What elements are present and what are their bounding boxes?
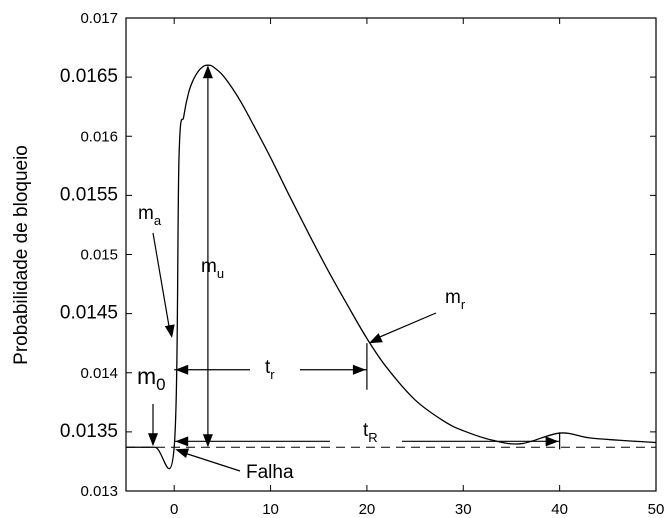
- m-0-arrowhead: [148, 433, 158, 447]
- m-r-arrow-line: [376, 312, 437, 339]
- y-tick-label: 0.0135: [60, 421, 118, 442]
- annotation-t-R: tR: [363, 420, 378, 445]
- tR-arrowhead-right: [545, 436, 559, 447]
- series-line: [125, 64, 657, 470]
- x-tick-label: 30: [455, 501, 472, 518]
- m-a-arrowhead: [164, 324, 175, 338]
- annotation-m-a: ma: [138, 203, 162, 228]
- annotation-falha: Falha: [246, 462, 294, 483]
- falha-arrowhead: [175, 448, 190, 459]
- y-axis-label: Probabilidade de bloqueio: [11, 145, 32, 365]
- y-tick-label: 0.016: [80, 128, 118, 145]
- annotation-m-u: mu: [201, 256, 224, 281]
- m-u-arrowhead-top: [202, 65, 213, 79]
- y-tick-label: 0.0145: [60, 303, 118, 324]
- tR-arrowhead-left: [175, 436, 189, 447]
- tr-arrowhead-left: [175, 364, 189, 375]
- y-tick-label: 0.0155: [60, 184, 118, 205]
- x-tick-label: 10: [262, 501, 279, 518]
- y-tick-label: 0.0165: [60, 66, 118, 87]
- m-a-arrow-line: [152, 232, 171, 333]
- y-tick-label: 0.015: [80, 247, 118, 264]
- y-tick-label: 0.013: [80, 483, 118, 500]
- falha-arrow-line: [181, 451, 241, 472]
- x-tick-label: 50: [648, 501, 665, 518]
- annotation-m-r: mr: [445, 287, 466, 312]
- y-tick-label: 0.017: [80, 10, 118, 27]
- m-r-arrowhead: [368, 333, 383, 344]
- x-tick-label: 40: [551, 501, 568, 518]
- axes-frame: [125, 17, 657, 492]
- annotation-m-0: m0: [137, 363, 166, 394]
- annotation-t-r: tr: [265, 357, 275, 382]
- tr-arrowhead-right: [352, 364, 366, 375]
- plot-area: 0 10 20 30 40 50 0.013 0.0135 0.014 0.0145 0.015 0.…: [60, 10, 664, 518]
- x-tick-label: 0: [170, 501, 178, 518]
- x-tick-label: 20: [359, 501, 376, 518]
- y-tick-label: 0.014: [80, 365, 118, 382]
